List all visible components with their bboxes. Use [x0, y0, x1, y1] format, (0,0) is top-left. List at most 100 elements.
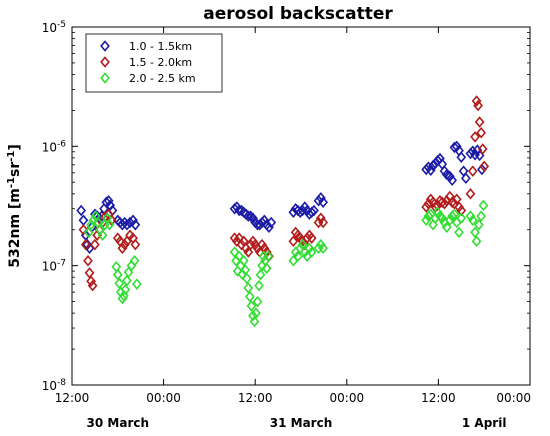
data-point	[444, 214, 455, 227]
x-axis-ticks: 12:00 00:00 12:00 00:00 12:00 00:00	[55, 27, 531, 405]
data-point	[241, 272, 252, 285]
data-point	[252, 295, 263, 308]
data-point	[474, 116, 485, 128]
data-point	[117, 242, 128, 254]
data-point	[456, 212, 467, 224]
day-label: 31 March	[270, 416, 333, 430]
data-point	[117, 292, 128, 305]
data-point	[447, 210, 458, 222]
series-2	[78, 95, 490, 292]
data-point	[476, 210, 487, 222]
data-point	[476, 127, 487, 139]
data-point	[471, 95, 482, 107]
data-point	[251, 307, 261, 319]
data-point	[315, 192, 326, 204]
x-tick-label: 00:00	[146, 391, 181, 405]
data-point	[470, 226, 480, 239]
data-point	[306, 232, 317, 244]
day-label: 30 March	[87, 416, 150, 430]
data-point	[293, 250, 303, 262]
data-point	[318, 216, 329, 229]
data-point	[103, 195, 114, 207]
data-point	[315, 212, 326, 224]
data-point	[129, 254, 140, 267]
data-point	[428, 159, 438, 172]
y-tick-label: 10-8	[42, 378, 67, 393]
data-point	[87, 279, 98, 292]
data-point	[83, 226, 94, 239]
data-point	[238, 254, 249, 267]
legend-label: 1.5 - 2.0km	[129, 56, 192, 69]
data-point	[86, 275, 96, 288]
data-point	[236, 238, 247, 251]
data-point	[456, 204, 467, 217]
data-point	[244, 290, 255, 303]
data-point	[83, 254, 93, 267]
legend: 1.0 - 1.5km 1.5 - 2.0km 2.0 - 2.5 km	[85, 33, 223, 93]
legend-label: 2.0 - 2.5 km	[129, 72, 196, 85]
day-label: 1 April	[462, 416, 507, 430]
data-point	[249, 315, 260, 328]
y-tick-label: 10-7	[42, 259, 66, 274]
data-point	[128, 214, 138, 227]
data-point	[232, 235, 242, 248]
y-tick-label: 10-6	[42, 139, 67, 154]
y-axis-label: 532nm [m-1sr-1]	[6, 144, 24, 268]
data-point	[318, 242, 329, 254]
data-point	[295, 242, 306, 254]
y-tick-label: 10-5	[42, 20, 66, 35]
chart-title: aerosol backscatter	[203, 4, 393, 24]
data-point	[130, 219, 141, 231]
data-point	[465, 188, 476, 200]
data-point	[470, 131, 480, 143]
data-point	[252, 219, 263, 231]
data-point	[461, 172, 471, 185]
y-axis-ticks: 10-8 10-7 10-6 10-5	[42, 20, 530, 393]
data-point	[477, 143, 488, 155]
data-point	[257, 216, 267, 229]
data-point	[78, 214, 89, 227]
data-point	[132, 278, 142, 290]
data-point	[432, 154, 443, 167]
series-3	[83, 199, 489, 328]
data-point	[477, 163, 487, 176]
data-point	[261, 262, 272, 275]
data-point	[259, 214, 270, 227]
data-point	[478, 199, 489, 212]
data-point	[288, 206, 299, 219]
data-point	[451, 193, 462, 206]
data-point	[421, 201, 432, 213]
data-point	[76, 204, 87, 217]
data-point	[423, 210, 434, 222]
data-point	[122, 274, 132, 287]
data-point	[318, 196, 329, 208]
data-markers	[76, 95, 490, 328]
data-point	[248, 310, 258, 322]
data-point	[306, 206, 317, 219]
data-point	[80, 238, 91, 251]
data-point	[263, 250, 274, 262]
data-point	[120, 283, 131, 296]
data-point	[119, 238, 130, 251]
legend-marker	[100, 56, 110, 68]
x-tick-label: 00:00	[330, 391, 365, 405]
data-point	[473, 219, 484, 231]
data-point	[255, 268, 266, 281]
data-point	[451, 140, 462, 153]
data-point	[243, 210, 254, 222]
data-point	[114, 277, 125, 290]
data-point	[473, 99, 483, 112]
data-point	[437, 212, 448, 224]
data-point	[467, 214, 478, 227]
legend-label: 1.0 - 1.5km	[129, 40, 192, 53]
data-point	[111, 260, 122, 273]
data-point	[471, 235, 482, 248]
data-point	[288, 235, 299, 248]
data-point	[130, 238, 141, 251]
data-point	[243, 282, 254, 294]
data-point	[467, 165, 478, 177]
data-point	[439, 198, 450, 210]
data-point	[465, 210, 476, 222]
data-point	[104, 219, 115, 231]
